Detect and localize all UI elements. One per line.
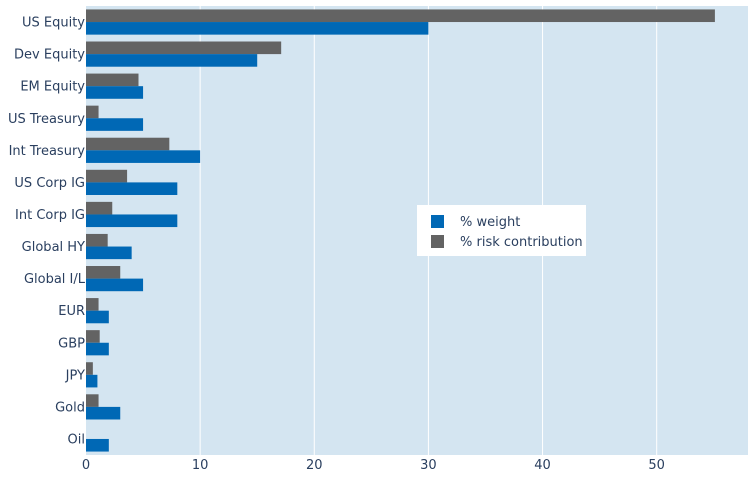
bar-risk-contribution <box>86 266 121 279</box>
bar-weight <box>86 22 429 35</box>
y-tick-label: EUR <box>58 304 85 319</box>
y-tick-label: JPY <box>65 368 85 383</box>
x-tick-label: 30 <box>420 458 437 473</box>
bar-risk-contribution <box>86 137 170 151</box>
bar-weight <box>86 246 132 260</box>
bar-weight <box>86 214 178 228</box>
bar-risk-contribution <box>86 201 113 215</box>
bar-risk-contribution <box>86 233 108 247</box>
y-tick-label: Int Treasury <box>9 144 86 159</box>
bar-weight <box>86 278 144 292</box>
y-tick-label: Gold <box>55 400 85 415</box>
bar-risk-contribution <box>86 169 128 183</box>
y-tick-label: Oil <box>68 432 85 447</box>
y-tick-label: EM Equity <box>20 80 85 95</box>
legend-swatch <box>431 215 444 228</box>
bar-weight <box>86 86 144 99</box>
x-tick-label: 50 <box>648 458 665 473</box>
y-tick-label: US Equity <box>22 16 85 31</box>
legend-box <box>417 205 586 256</box>
bar-risk-contribution <box>86 73 139 87</box>
y-tick-label: Global I/L <box>24 272 86 287</box>
y-tick-label: US Treasury <box>8 112 85 127</box>
bar-weight <box>86 182 178 195</box>
legend-label: % weight <box>460 215 520 230</box>
legend: % weight % risk contribution <box>417 205 586 256</box>
x-tick-label: 10 <box>192 458 209 473</box>
bar-weight <box>86 54 258 67</box>
y-tick-labels: US Equity Dev Equity EM Equity US Treasury I… <box>8 16 86 448</box>
x-tick-label: 20 <box>306 458 323 473</box>
x-tick-label: 40 <box>534 458 551 473</box>
y-tick-label: Int Corp IG <box>15 208 85 223</box>
x-tick-label: 0 <box>82 458 90 473</box>
bars <box>86 9 715 452</box>
bar-weight <box>86 150 201 163</box>
bar-weight <box>86 118 144 131</box>
bar-risk-contribution <box>86 41 282 55</box>
bar-risk-contribution <box>86 298 99 311</box>
y-tick-label: US Corp IG <box>14 176 85 191</box>
x-tick-labels: 0 10 20 30 40 50 <box>82 458 665 473</box>
bar-risk-contribution <box>86 105 99 119</box>
legend-label: % risk contribution <box>460 235 583 250</box>
y-tick-label: Dev Equity <box>14 48 85 63</box>
bar-risk-contribution <box>86 9 715 23</box>
bar-weight <box>86 374 98 388</box>
y-tick-label: GBP <box>58 336 85 351</box>
bar-risk-contribution <box>86 330 100 343</box>
bar-risk-contribution <box>86 394 99 407</box>
bar-weight <box>86 406 121 420</box>
bar-weight <box>86 342 109 356</box>
bar-risk-contribution <box>86 362 93 375</box>
y-tick-label: Global HY <box>22 240 85 255</box>
bar-weight <box>86 310 109 324</box>
legend-swatch <box>431 235 444 248</box>
bar-weight <box>86 438 109 452</box>
